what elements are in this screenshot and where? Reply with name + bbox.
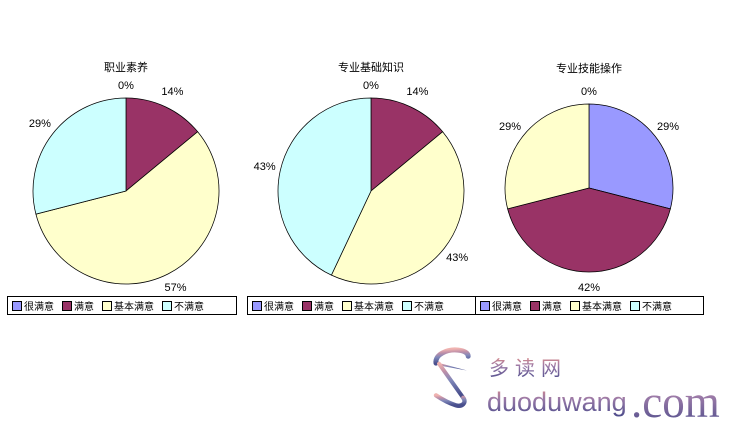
svg-text:多读网: 多读网	[489, 357, 567, 380]
svg-text:duoduwang: duoduwang	[487, 387, 627, 417]
svg-text:.com: .com	[631, 377, 720, 425]
